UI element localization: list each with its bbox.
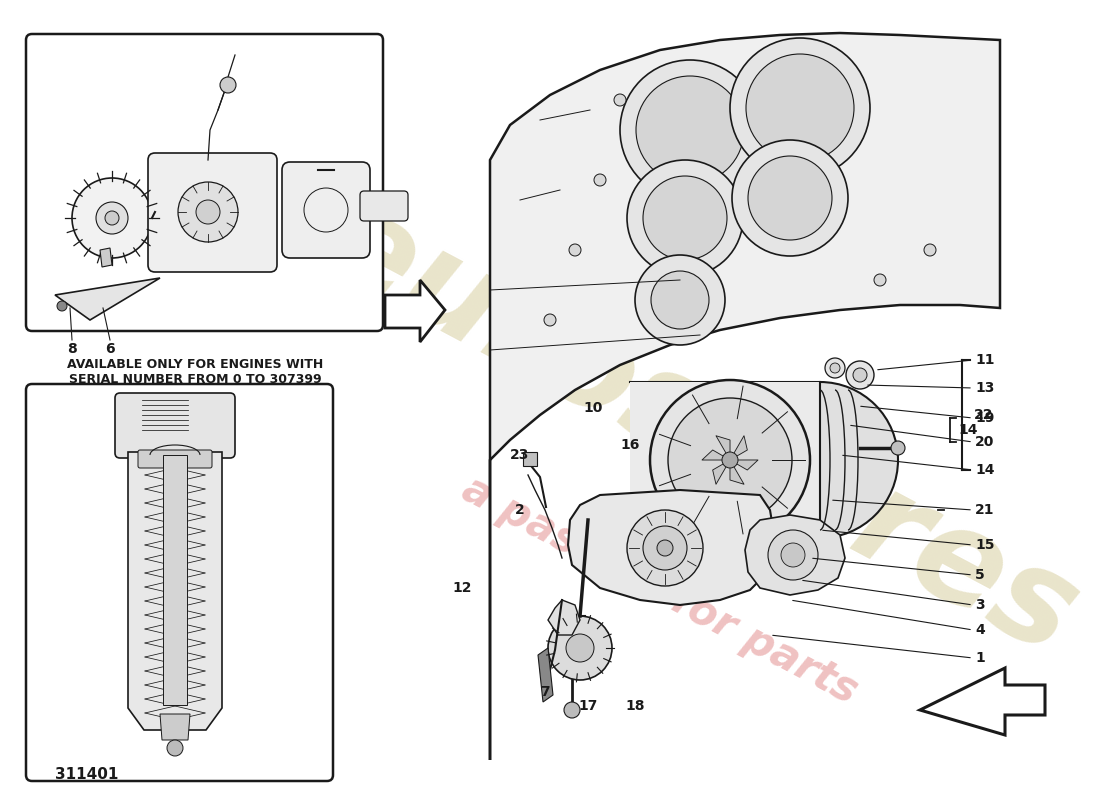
Circle shape [614,94,626,106]
Polygon shape [702,450,730,460]
Polygon shape [920,668,1045,735]
Circle shape [627,160,743,276]
Circle shape [566,634,594,662]
FancyBboxPatch shape [138,450,212,468]
Circle shape [891,441,905,455]
Text: 13: 13 [975,381,994,395]
Circle shape [825,358,845,378]
Polygon shape [548,600,580,635]
Polygon shape [385,280,446,342]
Circle shape [96,202,128,234]
Circle shape [569,244,581,256]
FancyBboxPatch shape [282,162,370,258]
Polygon shape [160,714,190,740]
Text: 11: 11 [975,353,994,367]
Text: a passion for parts: a passion for parts [455,468,865,712]
Text: 7: 7 [540,685,550,699]
FancyBboxPatch shape [26,384,333,781]
Polygon shape [713,460,730,484]
Polygon shape [128,452,222,730]
Text: 10: 10 [583,401,603,415]
Text: 2: 2 [515,503,525,517]
Circle shape [178,182,238,242]
Text: AVAILABLE ONLY FOR ENGINES WITH
SERIAL NUMBER FROM 0 TO 307399: AVAILABLE ONLY FOR ENGINES WITH SERIAL N… [67,358,323,386]
Circle shape [627,510,703,586]
Polygon shape [538,648,553,702]
Circle shape [846,361,874,389]
Wedge shape [820,382,898,538]
Circle shape [924,244,936,256]
Text: 23: 23 [510,448,530,462]
Text: 14: 14 [975,463,994,477]
Polygon shape [100,248,112,267]
Circle shape [668,398,792,522]
Circle shape [651,271,710,329]
Text: 19: 19 [975,411,994,425]
Polygon shape [730,460,758,470]
Circle shape [104,211,119,225]
Text: 22: 22 [974,408,993,422]
FancyBboxPatch shape [26,34,383,331]
Circle shape [57,301,67,311]
Circle shape [852,368,867,382]
Circle shape [746,54,854,162]
Circle shape [564,702,580,718]
Circle shape [768,530,818,580]
Circle shape [722,452,738,468]
Circle shape [196,200,220,224]
Text: 3: 3 [975,598,984,612]
Text: 18: 18 [625,699,645,713]
Circle shape [72,178,152,258]
Circle shape [635,255,725,345]
Polygon shape [568,490,776,605]
Circle shape [644,526,688,570]
Circle shape [220,77,236,93]
Text: 12: 12 [452,581,472,595]
Circle shape [636,76,744,184]
Polygon shape [490,33,1000,760]
Polygon shape [730,460,744,484]
Circle shape [830,363,840,373]
Polygon shape [730,436,747,460]
Circle shape [748,156,832,240]
Polygon shape [630,495,730,520]
Circle shape [644,176,727,260]
Text: 4: 4 [975,623,984,637]
Bar [522,452,537,466]
Circle shape [874,274,886,286]
Circle shape [730,38,870,178]
Text: 311401: 311401 [55,767,119,782]
FancyBboxPatch shape [148,153,277,272]
Bar [163,455,187,705]
Circle shape [650,380,810,540]
Text: 1: 1 [975,651,984,665]
Text: 5: 5 [975,568,984,582]
FancyBboxPatch shape [116,393,235,458]
Circle shape [781,543,805,567]
Circle shape [732,140,848,256]
Circle shape [620,60,760,200]
FancyBboxPatch shape [360,191,408,221]
Polygon shape [55,278,160,320]
Text: eurospares: eurospares [301,178,1098,682]
Bar [630,382,820,540]
Polygon shape [716,436,730,460]
Text: 15: 15 [975,538,994,552]
Text: 14: 14 [958,423,978,437]
Text: 20: 20 [975,435,994,449]
Circle shape [167,740,183,756]
Circle shape [544,314,556,326]
Text: 17: 17 [579,699,597,713]
Circle shape [548,616,612,680]
Circle shape [657,540,673,556]
Text: 6: 6 [106,342,114,356]
Circle shape [594,174,606,186]
Polygon shape [745,515,845,595]
Text: 8: 8 [67,342,77,356]
Text: 16: 16 [620,438,640,452]
Text: 21: 21 [975,503,994,517]
